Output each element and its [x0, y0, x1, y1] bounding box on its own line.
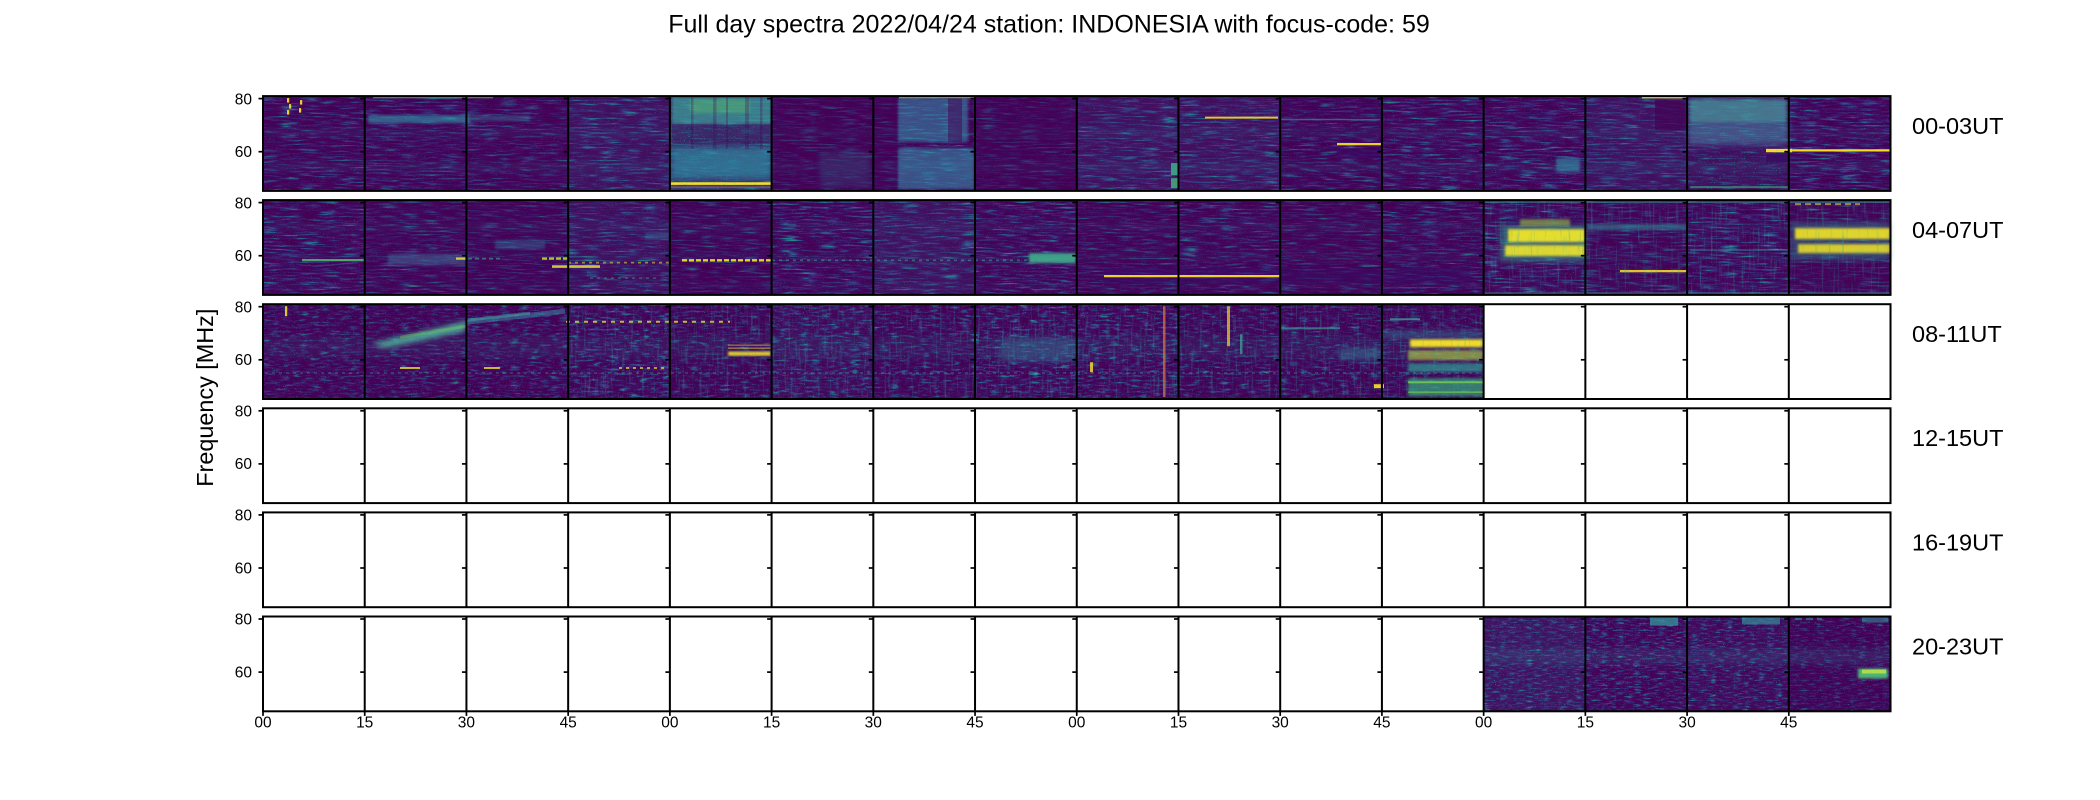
- svg-text:15: 15: [356, 715, 373, 732]
- svg-text:00: 00: [1475, 715, 1493, 732]
- svg-text:15: 15: [763, 715, 780, 732]
- svg-text:00: 00: [1068, 715, 1086, 732]
- svg-text:16-19UT: 16-19UT: [1912, 529, 2003, 555]
- svg-text:80: 80: [235, 299, 253, 316]
- svg-text:30: 30: [865, 715, 883, 732]
- svg-text:04-07UT: 04-07UT: [1912, 217, 2003, 243]
- svg-text:80: 80: [235, 612, 253, 629]
- svg-text:00: 00: [254, 715, 272, 732]
- svg-text:60: 60: [235, 560, 253, 577]
- svg-text:00-03UT: 00-03UT: [1912, 113, 2003, 139]
- svg-text:80: 80: [235, 404, 253, 421]
- svg-text:30: 30: [1678, 715, 1696, 732]
- svg-text:30: 30: [458, 715, 476, 732]
- svg-text:08-11UT: 08-11UT: [1912, 321, 2002, 347]
- svg-text:45: 45: [1373, 715, 1390, 732]
- svg-text:80: 80: [235, 195, 253, 212]
- svg-text:60: 60: [235, 664, 253, 681]
- svg-text:80: 80: [235, 508, 253, 525]
- svg-text:Frequency [MHz]: Frequency [MHz]: [192, 309, 218, 487]
- svg-text:60: 60: [235, 144, 253, 161]
- svg-text:15: 15: [1577, 715, 1594, 732]
- svg-text:45: 45: [966, 715, 983, 732]
- svg-text:45: 45: [1780, 715, 1797, 732]
- svg-text:60: 60: [235, 352, 253, 369]
- svg-text:60: 60: [235, 456, 253, 473]
- svg-text:80: 80: [235, 91, 253, 108]
- svg-text:12-15UT: 12-15UT: [1912, 425, 2003, 451]
- svg-text:60: 60: [235, 248, 253, 265]
- svg-text:15: 15: [1170, 715, 1187, 732]
- svg-text:30: 30: [1272, 715, 1290, 732]
- svg-text:45: 45: [560, 715, 577, 732]
- svg-text:20-23UT: 20-23UT: [1912, 633, 2003, 659]
- svg-text:00: 00: [661, 715, 679, 732]
- svg-text:Full day spectra 2022/04/24 st: Full day spectra 2022/04/24 station: IND…: [668, 11, 1430, 39]
